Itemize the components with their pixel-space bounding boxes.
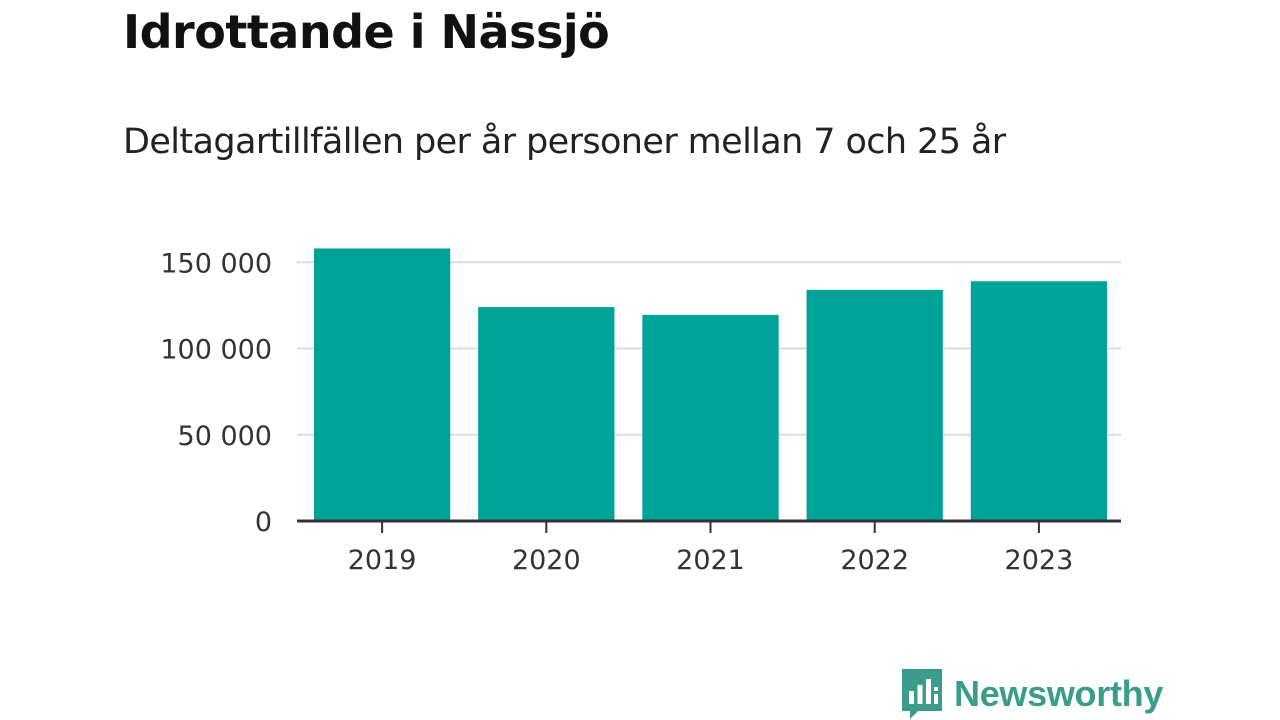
bars — [313, 248, 1108, 521]
y-tick-label: 0 — [255, 507, 272, 538]
y-tick-label: 50 000 — [178, 421, 272, 452]
x-tick-label: 2023 — [1005, 545, 1074, 576]
x-tick-label: 2020 — [512, 545, 581, 576]
bar-2019 — [313, 248, 451, 521]
bar-2021 — [642, 314, 779, 521]
bar-2020 — [478, 307, 615, 521]
bar-2022 — [806, 289, 943, 521]
bar-chart-speech-bubble-icon — [902, 669, 942, 719]
bar-chart: 0 50 000 100 000 150 000 2019 2020 2021 2022 202… — [160, 248, 1121, 576]
axes — [297, 519, 1121, 533]
tick-labels: 0 50 000 100 000 150 000 2019 2020 2021 2022 202… — [160, 248, 1073, 576]
newsworthy-logo: Newsworthy — [902, 668, 1163, 720]
y-tick-label: 100 000 — [160, 335, 272, 366]
y-tick-label: 150 000 — [160, 248, 272, 279]
bar-2023 — [970, 281, 1108, 521]
x-tick-label: 2021 — [676, 545, 745, 576]
x-tick-label: 2019 — [348, 545, 417, 576]
chart-subtitle: Deltagartillfällen per år personer mella… — [123, 122, 1006, 162]
brand-name: Newsworthy — [954, 673, 1164, 714]
x-tick-label: 2022 — [840, 545, 909, 576]
chart-title: Idrottande i Nässjö — [123, 5, 610, 59]
